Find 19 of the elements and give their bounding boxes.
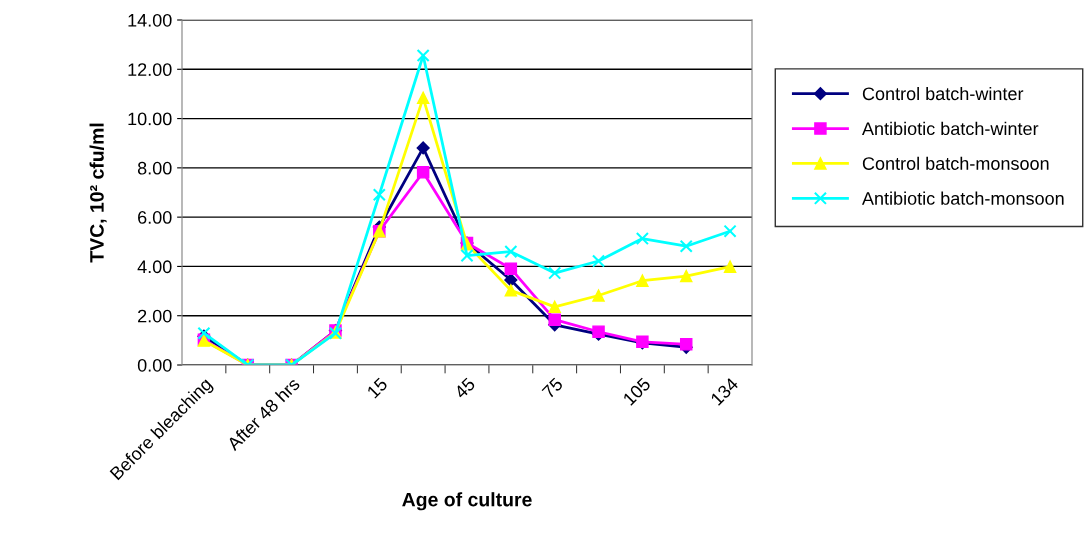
legend-label: Control batch-winter [862,86,1024,101]
y-tick-label: 0.00 [137,358,172,372]
x-tick-label: 45 [453,377,476,400]
y-tick-label: 8.00 [137,161,172,175]
y-axis-title: TVC, 10² cfu/ml [89,123,107,263]
x-tick-label: 15 [366,377,389,399]
y-tick-label: 12.00 [128,63,172,77]
y-tick-label: 2.00 [138,309,172,323]
y-tick-label: 10.00 [128,112,172,126]
x-tick-label: 105 [622,376,652,406]
x-axis-title: Age of culture [402,492,532,511]
y-tick-label: 6.00 [138,211,172,224]
y-tick-label: 4.00 [137,260,172,274]
x-tick-label: 75 [541,377,564,400]
y-tick-label: 14.00 [128,13,172,27]
legend-label: Antibiotic batch-winter [861,121,1039,136]
legend-label: Antibiotic batch-monsoon [861,191,1064,205]
x-tick-label: 134 [710,376,740,406]
legend-label: Control batch-monsoon [862,156,1049,170]
